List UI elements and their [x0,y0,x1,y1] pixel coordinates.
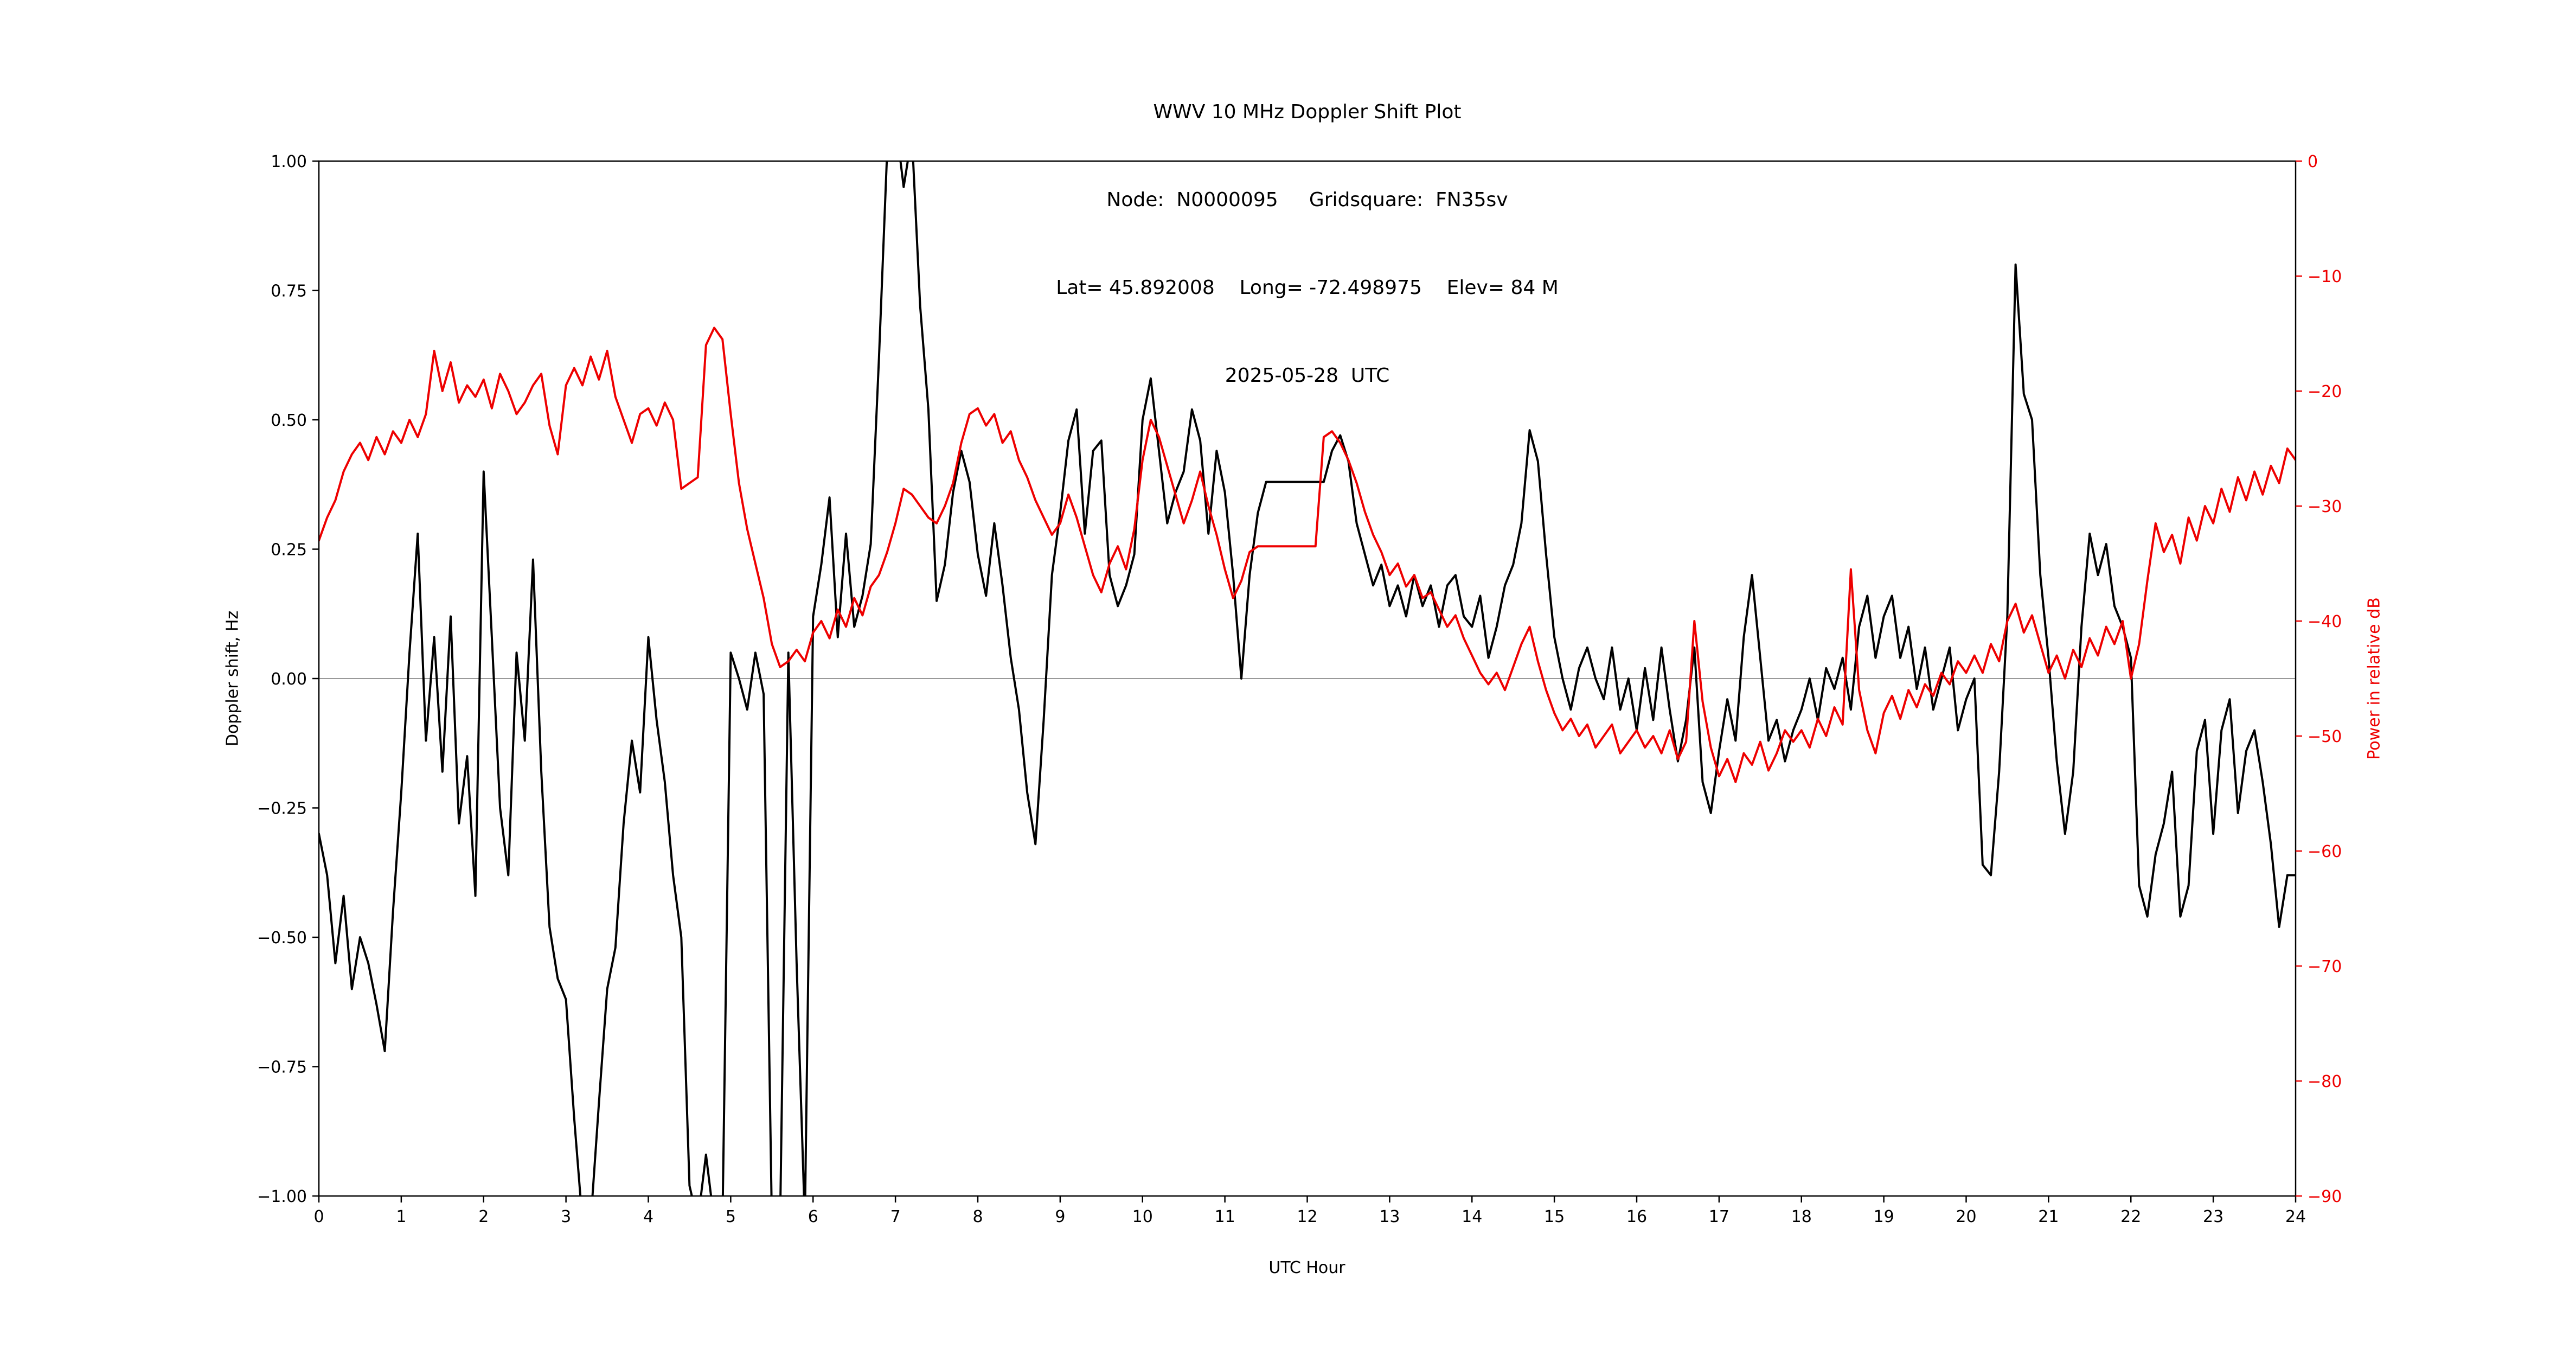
y-right-tick-label: −40 [2308,612,2342,631]
x-tick-label: 10 [1132,1207,1153,1226]
x-tick-label: 15 [1544,1207,1565,1226]
y-right-tick-label: −10 [2308,267,2342,286]
x-tick-label: 23 [2203,1207,2223,1226]
y-axis-left-ticks: 1.00 0.75 0.50 0.25 0.00 −0.25 −0.50 −0.75 −1.00 [257,152,319,1206]
x-tick-label: 7 [890,1207,901,1226]
x-tick-label: 2 [478,1207,489,1226]
x-tick-label: 12 [1297,1207,1317,1226]
y-right-tick-label: −60 [2308,842,2342,861]
x-tick-label: 20 [1956,1207,1976,1226]
y-left-tick-label: 0.75 [271,282,307,300]
y-right-tick-label: −80 [2308,1072,2342,1091]
x-tick-label: 17 [1709,1207,1729,1226]
y-axis-right-ticks: 0 −10 −20 −30 −40 −50 −60 −70 −80 −90 [2296,152,2342,1206]
x-tick-label: 9 [1055,1207,1065,1226]
x-tick-label: 19 [1874,1207,1894,1226]
y-right-tick-label: −30 [2308,497,2342,516]
x-axis-label: UTC Hour [1268,1258,1345,1277]
y-right-tick-label: −50 [2308,727,2342,746]
y-axis-label-left: Doppler shift, Hz [223,610,242,747]
y-right-tick-label: −90 [2308,1187,2342,1206]
x-axis-ticks: 0 1 2 3 4 5 6 7 8 9 10 11 12 13 14 15 16 17 18 19 20 21 22 23 24 [313,1196,2306,1226]
x-tick-label: 1 [396,1207,406,1226]
chart-subtitle-lat-long-elev: Lat= 45.892008 Long= -72.498975 Elev= 84… [1056,277,1559,299]
y-left-tick-label: 1.00 [271,152,307,171]
y-left-tick-label: −1.00 [257,1187,307,1206]
y-axis-label-right: Power in relative dB [2364,597,2384,760]
y-left-tick-label: 0.50 [271,411,307,430]
series-group [319,161,2296,1196]
chart-title-block: WWV 10 MHz Doppler Shift Plot Node: N000… [319,39,2296,449]
y-left-tick-label: 0.00 [271,670,307,689]
y-right-tick-label: 0 [2308,152,2318,171]
x-tick-label: 6 [808,1207,818,1226]
y-left-tick-label: −0.50 [257,929,307,948]
y-left-tick-label: −0.75 [257,1058,307,1077]
x-tick-label: 21 [2038,1207,2059,1226]
x-tick-label: 4 [643,1207,653,1226]
x-tick-label: 18 [1791,1207,1812,1226]
chart-subtitle-node-gridsquare: Node: N0000095 Gridsquare: FN35sv [1106,189,1508,211]
x-tick-label: 3 [561,1207,571,1226]
series-line-power_relative_db [319,327,2296,783]
chart-title: WWV 10 MHz Doppler Shift Plot [1153,101,1462,123]
chart-subtitle-date: 2025-05-28 UTC [1225,364,1390,387]
x-tick-label: 14 [1462,1207,1482,1226]
x-tick-label: 24 [2285,1207,2306,1226]
y-left-tick-label: 0.25 [271,540,307,559]
y-right-tick-label: −70 [2308,957,2342,976]
y-right-tick-label: −20 [2308,382,2342,401]
x-tick-label: 22 [2120,1207,2141,1226]
x-tick-label: 13 [1379,1207,1400,1226]
x-tick-label: 5 [726,1207,736,1226]
x-tick-label: 8 [972,1207,983,1226]
y-left-tick-label: −0.25 [257,799,307,818]
x-tick-label: 16 [1626,1207,1647,1226]
x-tick-label: 0 [313,1207,324,1226]
series-line-doppler_shift_hz [319,161,2296,1196]
x-tick-label: 11 [1215,1207,1235,1226]
